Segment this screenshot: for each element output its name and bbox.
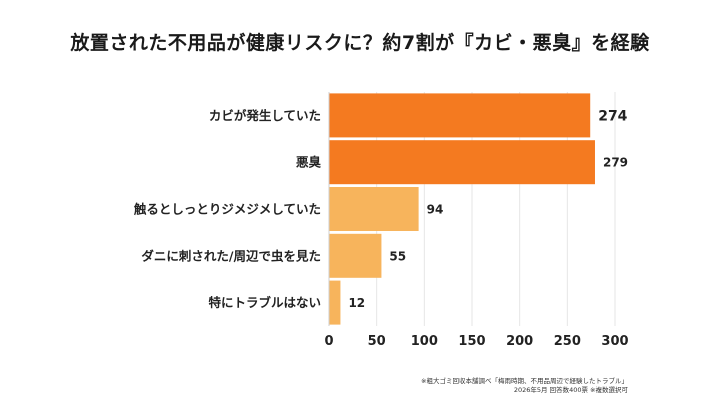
- x-tick-label: 150: [458, 334, 485, 349]
- x-tick-label: 0: [324, 334, 333, 349]
- x-tick-label: 300: [601, 334, 628, 349]
- value-label: 55: [389, 249, 406, 263]
- source-note: ※粗大ゴミ回収本舗調べ「梅雨時期、不用品周辺で経験したトラブル」 2026年5月…: [421, 377, 628, 395]
- x-tick-label: 100: [411, 334, 438, 349]
- value-label: 279: [603, 156, 628, 170]
- bar: [329, 140, 595, 185]
- source-line-1: ※粗大ゴミ回収本舗調べ「梅雨時期、不用品周辺で経験したトラブル」: [421, 377, 628, 385]
- chart-title: 放置された不用品が健康リスクに？約7割が『カビ・悪臭』を経験: [70, 32, 650, 54]
- bar: [329, 93, 591, 138]
- x-tick-label: 250: [554, 334, 581, 349]
- category-label: カビが発生していた: [209, 108, 321, 123]
- x-tick-label: 50: [368, 334, 386, 349]
- bar: [329, 280, 341, 325]
- bar: [329, 187, 419, 231]
- category-label: 悪臭: [296, 155, 322, 170]
- category-label: 特にトラブルはない: [208, 295, 321, 310]
- value-label: 94: [427, 203, 444, 217]
- x-tick-label: 200: [506, 334, 533, 349]
- bar: [329, 233, 382, 278]
- category-label: 触るとしっとりジメジメしていた: [133, 202, 321, 217]
- value-label: 274: [598, 108, 627, 124]
- source-line-2: 2026年5月 回答数400票 ※複数選択可: [513, 386, 628, 394]
- value-label: 12: [348, 296, 365, 310]
- category-label: ダニに刺された/周辺で虫を見た: [141, 248, 321, 263]
